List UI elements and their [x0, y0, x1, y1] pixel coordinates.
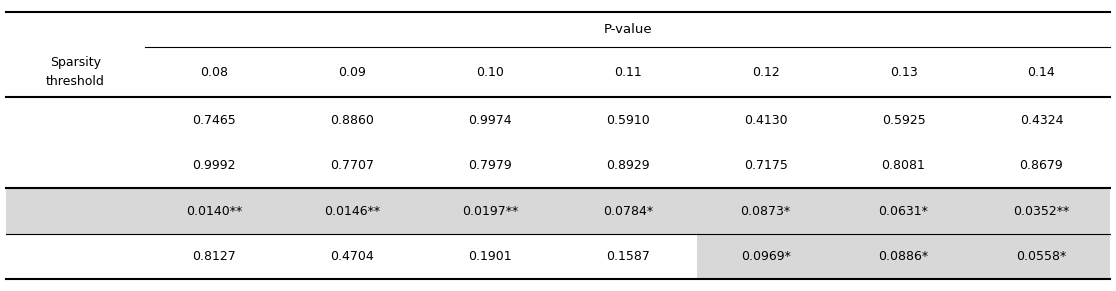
- Bar: [421, 189, 559, 234]
- Text: 0.08: 0.08: [200, 65, 228, 79]
- Bar: [835, 189, 972, 234]
- Text: 0.9992: 0.9992: [192, 159, 235, 172]
- Text: 0.8860: 0.8860: [330, 114, 374, 127]
- Text: 0.5925: 0.5925: [882, 114, 925, 127]
- Bar: [559, 189, 696, 234]
- Text: 0.0873*: 0.0873*: [741, 205, 791, 218]
- Bar: [6, 189, 145, 234]
- Bar: [145, 189, 283, 234]
- Text: 0.4130: 0.4130: [744, 114, 788, 127]
- Text: 0.7465: 0.7465: [192, 114, 235, 127]
- Bar: [696, 234, 835, 279]
- Text: 0.10: 0.10: [475, 65, 503, 79]
- Bar: [835, 234, 972, 279]
- Text: 0.09: 0.09: [338, 65, 366, 79]
- Text: 0.8679: 0.8679: [1020, 159, 1064, 172]
- Text: 0.13: 0.13: [889, 65, 917, 79]
- Text: 0.0197**: 0.0197**: [462, 205, 518, 218]
- Text: 0.8127: 0.8127: [192, 250, 235, 263]
- Text: 0.0784*: 0.0784*: [603, 205, 653, 218]
- Text: P-value: P-value: [604, 23, 652, 36]
- Text: 0.0631*: 0.0631*: [878, 205, 929, 218]
- Text: 0.7175: 0.7175: [743, 159, 788, 172]
- Text: 0.8929: 0.8929: [606, 159, 650, 172]
- Text: 0.0558*: 0.0558*: [1017, 250, 1067, 263]
- Bar: [283, 189, 421, 234]
- Text: 0.4324: 0.4324: [1020, 114, 1064, 127]
- Text: 0.0140**: 0.0140**: [186, 205, 242, 218]
- Text: 0.1587: 0.1587: [606, 250, 650, 263]
- Text: 0.8081: 0.8081: [882, 159, 925, 172]
- Text: 0.4704: 0.4704: [330, 250, 374, 263]
- Text: 0.0146**: 0.0146**: [324, 205, 381, 218]
- Bar: [972, 189, 1110, 234]
- Text: 0.11: 0.11: [614, 65, 642, 79]
- Text: 0.7979: 0.7979: [468, 159, 512, 172]
- Text: 0.0352**: 0.0352**: [1013, 205, 1069, 218]
- Text: 0.7707: 0.7707: [330, 159, 374, 172]
- Text: 0.1901: 0.1901: [468, 250, 511, 263]
- Text: 0.12: 0.12: [752, 65, 780, 79]
- Text: 0.5910: 0.5910: [606, 114, 650, 127]
- Text: Sparsity
threshold: Sparsity threshold: [46, 56, 105, 88]
- Bar: [972, 234, 1110, 279]
- Bar: [696, 189, 835, 234]
- Text: 0.14: 0.14: [1028, 65, 1056, 79]
- Text: 0.9974: 0.9974: [468, 114, 511, 127]
- Text: 0.0886*: 0.0886*: [878, 250, 929, 263]
- Text: 0.0969*: 0.0969*: [741, 250, 790, 263]
